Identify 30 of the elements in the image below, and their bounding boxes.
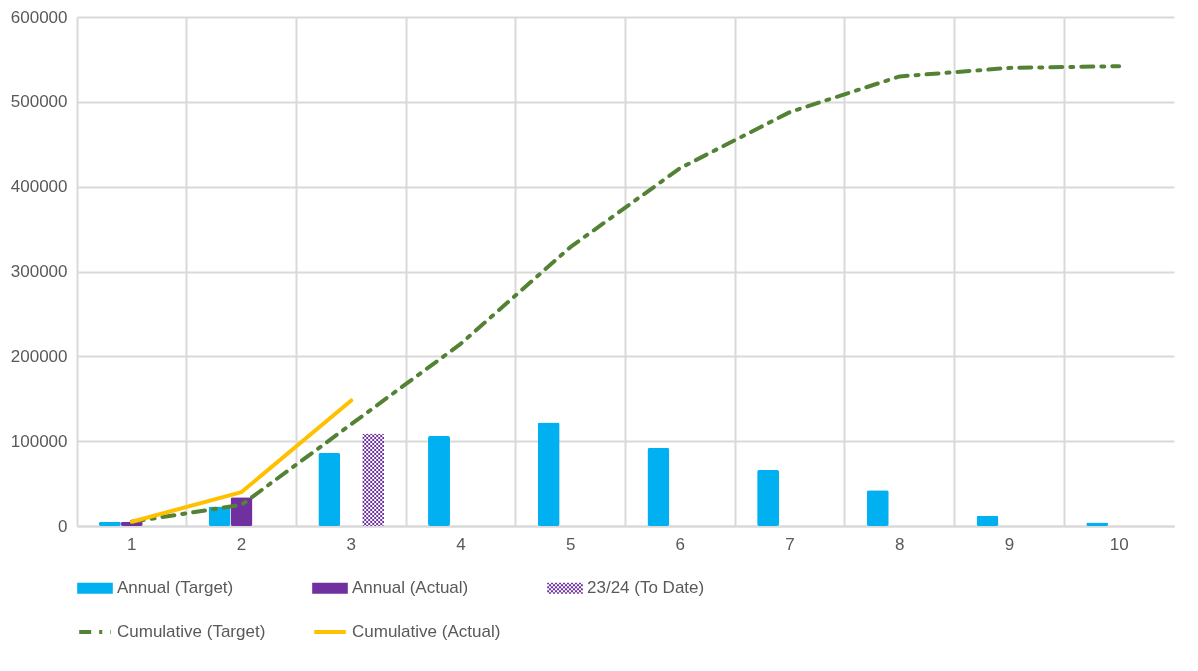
bar <box>976 515 999 526</box>
y-tick-label: 300000 <box>10 262 68 281</box>
y-tick-label: 0 <box>58 516 68 536</box>
x-tick-label: 3 <box>346 534 356 554</box>
bar <box>362 433 385 526</box>
y-tick-label: 200000 <box>10 346 68 366</box>
bar <box>757 470 780 526</box>
y-tick-label: 400000 <box>10 177 68 197</box>
bar <box>428 436 450 526</box>
bar <box>647 447 670 526</box>
bar <box>537 422 560 526</box>
x-tick-label: 2 <box>236 534 247 554</box>
x-tick-label: 6 <box>675 534 686 554</box>
y-tick-label: 600000 <box>10 7 68 27</box>
x-tick-label: 9 <box>1004 534 1015 554</box>
x-tick-label: 7 <box>785 534 795 554</box>
x-tick-label: 8 <box>895 534 905 554</box>
legend-label: 23/24 (To Date) <box>587 578 705 598</box>
legend-label: Cumulative (Actual) <box>352 622 501 641</box>
legend-label: Annual (Target) <box>117 578 234 598</box>
legend-label: Cumulative (Target) <box>117 622 266 641</box>
legend-label: Annual (Actual) <box>352 578 469 598</box>
y-tick-label: 500000 <box>10 92 68 112</box>
x-tick-label: 5 <box>565 534 576 554</box>
x-tick-label: 10 <box>1109 534 1129 554</box>
x-tick-label: 1 <box>127 534 137 554</box>
y-tick-label: 100000 <box>10 431 68 451</box>
x-tick-label: 4 <box>456 534 466 554</box>
bar <box>318 453 341 526</box>
bar <box>866 490 889 526</box>
